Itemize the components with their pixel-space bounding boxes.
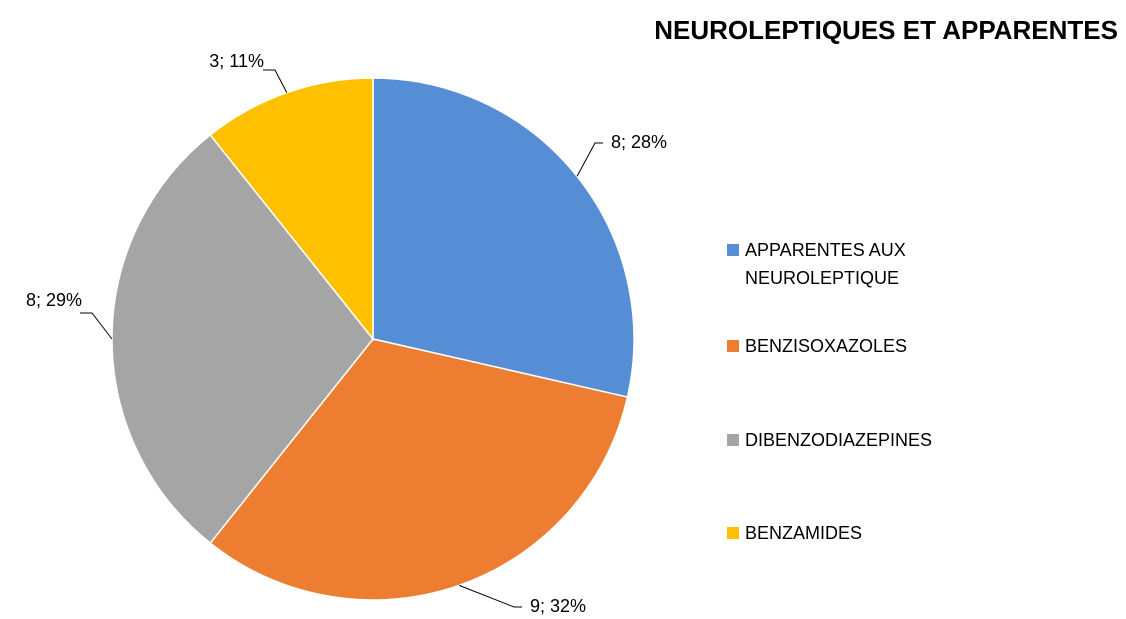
legend-swatch [727,527,739,539]
data-label: 8; 28% [611,132,667,152]
legend-label: BENZAMIDES [745,523,863,543]
leader-line [263,69,288,93]
legend-item: DIBENZODIAZEPINES [727,426,932,454]
data-label: 9; 32% [530,596,586,616]
legend-swatch [727,340,739,352]
legend-label: APPARENTES AUX NEUROLEPTIQUE [745,240,906,288]
legend-swatch [727,244,739,256]
legend-item: BENZISOXAZOLES [727,332,907,360]
legend-item: APPARENTES AUX NEUROLEPTIQUE [727,236,975,292]
pie-slice [209,338,629,601]
data-label: 8; 29% [26,290,82,310]
leader-line [459,584,522,608]
legend-swatch [727,434,739,446]
chart-title: NEUROLEPTIQUES ET APPARENTES [654,15,1118,45]
legend-label: BENZISOXAZOLES [745,336,908,356]
legend-label: DIBENZODIAZEPINES [745,430,933,450]
pie-slice [111,133,374,545]
leader-line [576,142,603,177]
pie-slice [372,77,635,398]
leader-line [80,312,113,340]
legend-item: BENZAMIDES [727,519,862,547]
data-label: 3; 11% [209,51,264,71]
